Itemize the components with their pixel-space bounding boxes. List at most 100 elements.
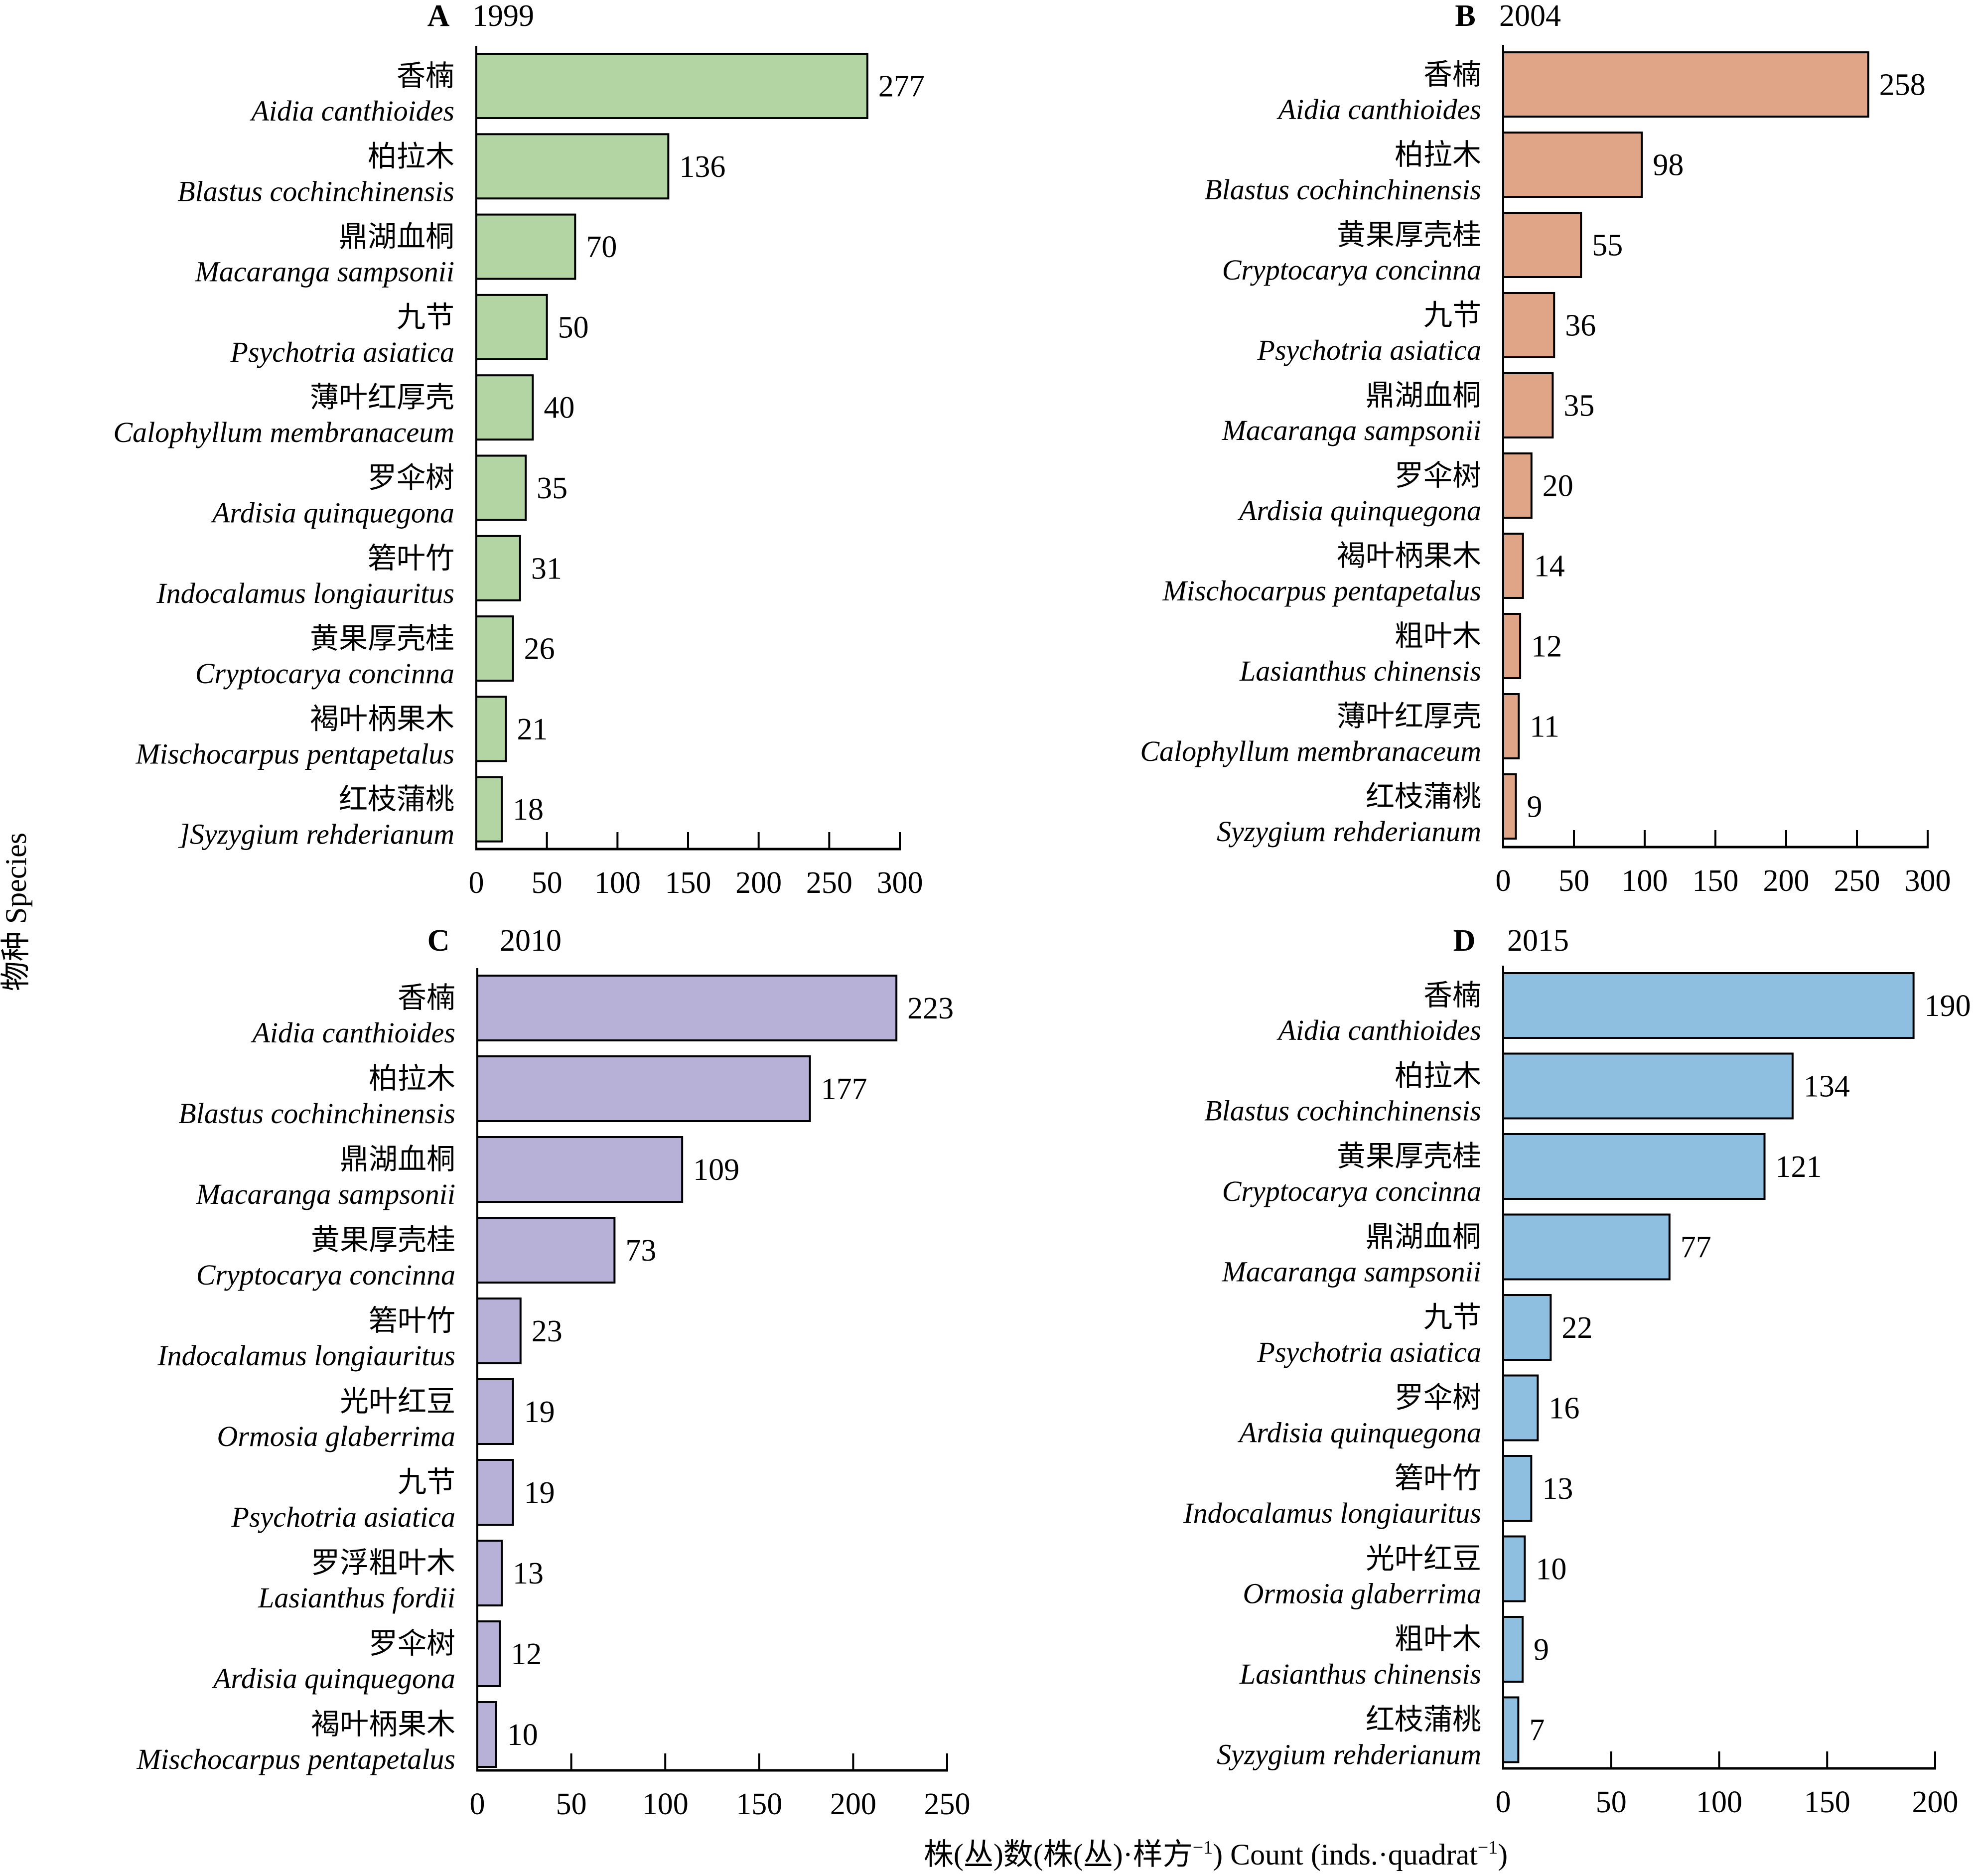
x-tick-label: 200 — [1763, 864, 1810, 898]
category-label-cn: 鼎湖血桐 — [1366, 379, 1481, 412]
category-label-latin: Mischocarpus pentapetalus — [136, 1743, 455, 1775]
bar-value-label: 35 — [1563, 389, 1594, 423]
panel-letter: D — [1453, 924, 1476, 958]
bar — [475, 535, 521, 601]
bar-value-label: 277 — [878, 70, 925, 104]
bar — [475, 615, 514, 682]
bar-value-label: 18 — [513, 793, 544, 827]
category-label-latin: Psychotria asiatica — [231, 1501, 455, 1533]
category-label-cn: 鼎湖血桐 — [339, 221, 454, 253]
panel-letter: C — [427, 924, 450, 958]
bar-value-label: 7 — [1529, 1714, 1545, 1747]
category-label-cn: 黄果厚壳桂 — [1337, 219, 1481, 251]
category-label-cn: 罗浮粗叶木 — [311, 1547, 455, 1579]
bar — [1502, 132, 1643, 198]
category-label-latin: Cryptocarya concinna — [196, 1259, 455, 1291]
category-label-cn: 罗伞树 — [1395, 1382, 1481, 1414]
x-tick-label: 200 — [1912, 1785, 1959, 1819]
category-label-latin: Mischocarpus pentapetalus — [135, 737, 454, 770]
category-label-cn: 薄叶红厚壳 — [1337, 700, 1481, 732]
bar — [475, 133, 670, 200]
bar — [476, 1378, 514, 1445]
panel-title-year: 1999 — [472, 0, 534, 33]
category-label-cn: 黄果厚壳桂 — [311, 1224, 455, 1256]
x-tick-label: 100 — [1696, 1785, 1742, 1819]
category-label-latin: Blastus cochinchinensis — [1204, 1095, 1481, 1127]
x-tick-label: 200 — [735, 866, 782, 900]
category-label-latin: Aidia canthioides — [1276, 1014, 1481, 1046]
bar — [1502, 613, 1522, 679]
bar — [476, 1055, 811, 1122]
category-label-latin: Mischocarpus pentapetalus — [1162, 575, 1481, 607]
bar — [1502, 1294, 1552, 1361]
bar-value-label: 36 — [1565, 309, 1596, 343]
category-label-cn: 香楠 — [397, 60, 454, 92]
bar — [1502, 1213, 1671, 1281]
bar — [1502, 972, 1915, 1039]
x-tick-label: 100 — [1622, 864, 1668, 898]
x-axis-label-end: ) — [1498, 1838, 1508, 1871]
category-label-latin: Blastus cochinchinensis — [1204, 173, 1481, 206]
x-tick-label: 200 — [830, 1787, 876, 1821]
category-label-cn: 罗伞树 — [368, 462, 454, 494]
category-label-cn: 箬叶竹 — [1395, 1462, 1481, 1494]
x-tick-label: 300 — [1905, 864, 1951, 898]
category-label-latin: Blastus cochinchinensis — [177, 175, 454, 207]
bar — [1502, 1374, 1539, 1442]
bar-value-label: 35 — [537, 471, 567, 505]
x-tick-label: 150 — [665, 866, 711, 900]
bar — [1502, 452, 1533, 519]
category-label-cn: 光叶红豆 — [340, 1385, 455, 1418]
bar-value-label: 55 — [1592, 229, 1623, 263]
category-label-latin: Indocalamus longiauritus — [157, 1339, 455, 1372]
category-label-latin: Ardisia quinquegona — [210, 497, 454, 529]
category-label-cn: 红枝蒲桃 — [1366, 1704, 1481, 1736]
bar-value-label: 98 — [1653, 148, 1684, 182]
bar-value-label: 223 — [907, 992, 954, 1025]
bar-value-label: 21 — [517, 713, 548, 746]
category-label-latin: Indocalamus longiauritus — [156, 577, 454, 609]
bar — [475, 293, 548, 360]
category-label-cn: 九节 — [398, 1466, 455, 1498]
category-label-cn: 箬叶竹 — [369, 1304, 455, 1337]
x-axis-label-en: ) Count (inds.·quadrat — [1213, 1838, 1478, 1871]
bar-value-label: 22 — [1561, 1311, 1592, 1345]
y-axis-label: 物种 Species — [0, 833, 32, 991]
bar-value-label: 19 — [524, 1395, 555, 1429]
bar-value-label: 12 — [1531, 630, 1562, 664]
bar-value-label: 10 — [1536, 1553, 1566, 1587]
bar — [476, 1620, 501, 1687]
x-tick-label: 150 — [1804, 1785, 1850, 1819]
category-label-latin: Psychotria asiatica — [1257, 334, 1481, 366]
category-label-latin: Cryptocarya concinna — [1222, 1175, 1481, 1207]
x-tick-label: 300 — [877, 866, 923, 900]
bar — [1502, 292, 1555, 358]
category-label-latin: ]Syzygium rehderianum — [177, 818, 454, 851]
bar-value-label: 23 — [532, 1314, 563, 1348]
x-axis-label: 株(丛)数(株(丛)·样方−1) Count (inds.·quadrat−1) — [924, 1837, 1508, 1871]
category-label-latin: Psychotria asiatica — [230, 336, 454, 368]
bar-value-label: 11 — [1530, 710, 1559, 744]
x-tick-label: 0 — [470, 1787, 485, 1821]
panel-letter: A — [427, 0, 450, 33]
category-label-latin: Syzygium rehderianum — [1217, 1738, 1481, 1771]
bar-value-label: 109 — [693, 1153, 739, 1187]
category-label-latin: Macaranga sampsonii — [196, 1178, 455, 1210]
bar — [475, 696, 507, 762]
bar-value-label: 134 — [1804, 1070, 1850, 1104]
bar — [1502, 773, 1517, 840]
category-label-cn: 罗伞树 — [1395, 459, 1481, 492]
category-label-latin: Cryptocarya concinna — [1222, 254, 1481, 286]
bar-value-label: 73 — [625, 1234, 656, 1268]
x-tick-label: 150 — [736, 1787, 782, 1821]
category-label-cn: 褐叶柄果木 — [310, 703, 454, 735]
x-tick-label: 50 — [1558, 864, 1589, 898]
bar — [476, 1540, 503, 1606]
category-label-cn: 九节 — [1423, 299, 1481, 331]
x-tick-label: 50 — [532, 866, 563, 900]
